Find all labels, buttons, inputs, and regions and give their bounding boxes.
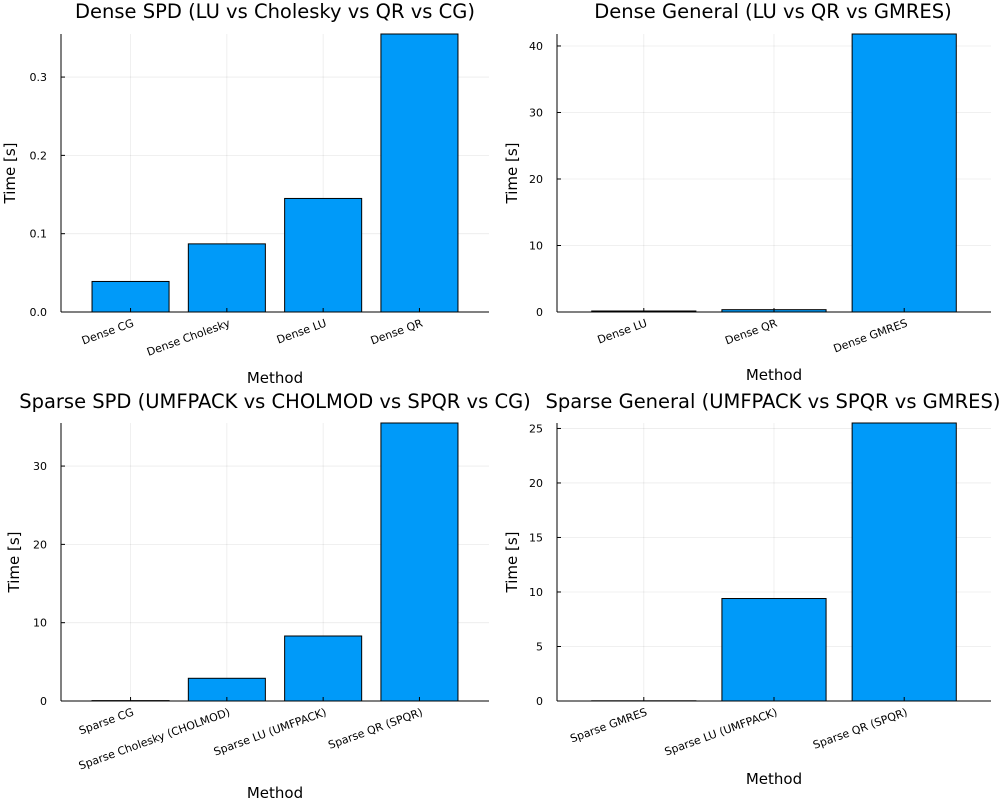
chart-panel-1: 0.0 0.1 0.2 0.3 Dense CG Dense Cholesky Dense … [1,0,489,387]
y-tick-label: 5 [536,640,543,653]
x-tick-label: Sparse QR (SPQR) [811,706,909,752]
y-tick-label: 0 [40,695,47,708]
x-tick-label: Sparse QR (SPQR) [327,706,425,752]
chart-title: Sparse SPD (UMFPACK vs CHOLMOD vs SPQR v… [19,390,531,413]
x-tick-label: Sparse Cholesky (CHOLMOD) [77,706,232,773]
y-tick-label: 20 [33,538,47,551]
bar-dense-cg [91,280,170,313]
x-tick-label: Dense LU [596,317,649,347]
y-axis-label: Time [s] [1,143,19,205]
x-tick-label: Dense QR [723,316,779,347]
bar-dense-cholesky [187,243,266,313]
y-tick-label: 20 [529,477,543,490]
bar-dense-gmres [851,33,957,313]
y-tick-label: 15 [529,531,543,544]
x-tick-label: Sparse LU (UMFPACK) [663,706,779,759]
chart-title: Dense SPD (LU vs Cholesky vs QR vs CG) [75,0,475,23]
y-axis-label: Time [s] [503,143,521,205]
bar-sparse-lu-umfpack [284,635,363,702]
y-tick-label: 20 [529,173,543,186]
x-tick-label: Dense GMRES [832,317,910,356]
y-tick-label: 10 [33,617,47,630]
x-axis-label: Method [746,366,802,384]
x-tick-label: Sparse CG [77,706,135,738]
y-tick-label: 0.2 [30,149,48,162]
x-axis-label: Method [746,770,802,788]
y-tick-label: 0.1 [30,228,48,241]
bar-dense-lu [284,197,363,313]
chart-panel-2: 0 10 20 30 40 Dense LU Dense QR Dense GMRES Dens… [503,0,991,384]
bar-sparse-qr-spqr [380,422,459,702]
x-tick-label: Dense CG [80,317,136,348]
x-tick-label: Dense LU [275,317,328,347]
bar-dense-qr [380,33,459,313]
bar-sparse-lu-umfpack [721,598,827,702]
chart-title: Sparse General (UMFPACK vs SPQR vs GMRES… [546,390,1000,413]
y-tick-label: 40 [529,40,543,53]
y-tick-label: 0.0 [30,306,48,319]
y-tick-label: 10 [529,239,543,252]
y-tick-label: 0 [536,695,543,708]
y-tick-label: 30 [529,106,543,119]
chart-title: Dense General (LU vs QR vs GMRES) [594,0,951,23]
y-axis-label: Time [s] [5,532,23,594]
x-tick-label: Dense Cholesky [145,316,232,358]
x-axis-label: Method [247,369,303,387]
x-axis-label: Method [247,784,303,800]
y-tick-label: 0.3 [30,71,48,84]
y-axis-label: Time [s] [503,532,521,594]
bar-sparse-qr-spqr [851,422,957,702]
y-tick-label: 30 [33,460,47,473]
y-tick-label: 10 [529,586,543,599]
y-tick-label: 0 [536,306,543,319]
chart-panel-4: 0 5 10 15 20 25 Sparse GMRES Sparse LU (UMFPACK… [503,390,1000,788]
x-tick-label: Dense QR [369,316,425,347]
x-tick-label: Sparse GMRES [568,706,648,746]
y-tick-label: 25 [529,422,543,435]
